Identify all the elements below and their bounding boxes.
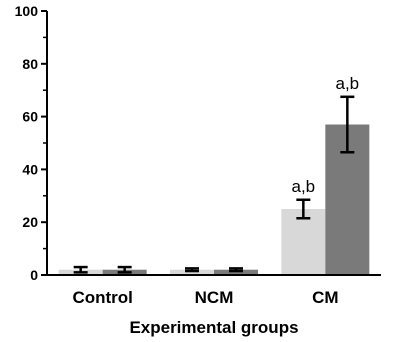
bar <box>170 269 214 275</box>
x-category-label: CM <box>312 288 338 307</box>
y-ticks: 0 20 40 60 80 100 <box>15 3 47 283</box>
significance-label: a,b <box>336 74 360 93</box>
x-category-label: Control <box>72 288 132 307</box>
y-tick-label: 20 <box>22 214 38 230</box>
x-category-label: NCM <box>195 288 234 307</box>
x-axis-title: Experimental groups <box>129 318 298 337</box>
y-tick-label: 100 <box>15 3 39 19</box>
annotations-layer: a,b a,b <box>292 74 360 196</box>
significance-label: a,b <box>292 177 316 196</box>
x-category-labels: Control NCM CM <box>72 288 338 307</box>
bars-layer <box>58 124 370 276</box>
bar <box>281 209 326 275</box>
error-bars-layer <box>73 95 355 274</box>
y-tick-label: 40 <box>22 161 38 177</box>
y-tick-label: 0 <box>30 267 38 283</box>
y-tick-label: 80 <box>22 56 38 72</box>
bar <box>214 269 258 275</box>
y-tick-label: 60 <box>22 109 38 125</box>
